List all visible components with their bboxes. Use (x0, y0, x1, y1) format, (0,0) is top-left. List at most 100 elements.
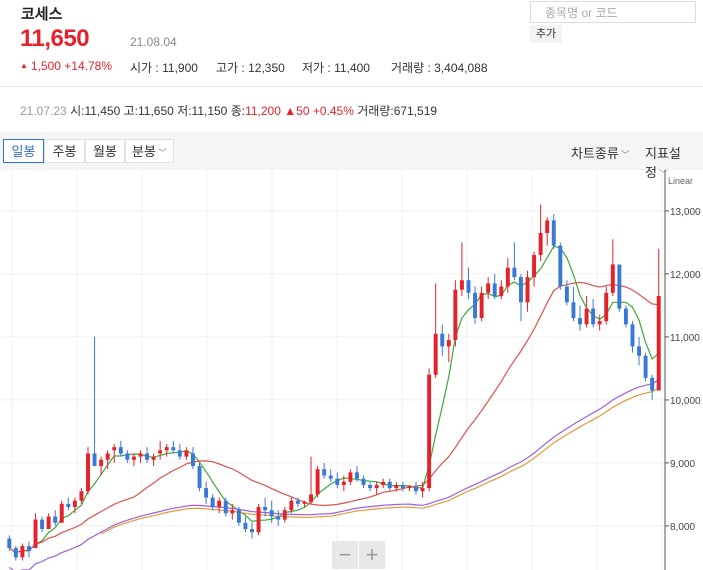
candle-body (630, 324, 635, 347)
candle-body (112, 447, 117, 451)
volume-value: 3,404,088 (434, 61, 488, 75)
candle (427, 368, 432, 492)
candle-body (354, 472, 359, 479)
candle (66, 497, 71, 511)
add-button[interactable]: 추가 (530, 25, 562, 43)
candle-body (492, 283, 497, 296)
candle-body (131, 456, 136, 460)
candle-body (518, 277, 523, 303)
candle-body (26, 546, 31, 552)
chart-type-menu[interactable]: 차트종류 ﹀ (571, 143, 630, 162)
candle-body (564, 286, 569, 303)
candle-body (164, 447, 169, 451)
candle-body (499, 286, 504, 296)
candle-body (7, 538, 12, 548)
stock-name: 코세스 (21, 6, 63, 23)
prev-diff-value: 50 (296, 104, 310, 118)
candle-body (643, 355, 648, 378)
candle-body (145, 453, 150, 460)
ma5-line (8, 245, 660, 554)
candle-body (59, 503, 64, 523)
candle (20, 543, 25, 561)
y-tick-label: 11,000 (670, 333, 700, 344)
tab-monthly[interactable]: 월봉 (85, 139, 125, 163)
tab-daily[interactable]: 일봉 (3, 139, 44, 163)
candle (145, 447, 150, 463)
candle-body (473, 292, 478, 319)
candle-body (420, 488, 425, 492)
prev-open: 11,450 (84, 104, 121, 118)
candle-body (177, 450, 182, 457)
candle-body (204, 488, 209, 498)
candle-body (584, 308, 589, 325)
tab-minute-label: 분봉 (132, 144, 156, 159)
candle-body (394, 484, 399, 489)
candle-body (545, 220, 550, 233)
candle-body (571, 302, 576, 319)
candle (223, 497, 228, 517)
candle-body (197, 466, 202, 489)
candle-body (53, 516, 58, 523)
prev-low: 11,150 (191, 104, 228, 118)
candle (158, 440, 163, 460)
prev-high: 11,650 (138, 104, 174, 118)
price-change-value: 1,500 +14.78% (30, 59, 112, 73)
candle (256, 503, 261, 536)
candle-body (335, 478, 340, 485)
candle (112, 444, 117, 463)
candle-body (250, 529, 254, 533)
candle-body (407, 486, 412, 489)
candle-body (512, 267, 517, 278)
axis-scale-label: Linear (668, 176, 693, 186)
quote-date: 21.08.04 (130, 35, 177, 49)
candle (518, 273, 523, 322)
candle-body (650, 377, 655, 391)
candle-body (236, 510, 241, 523)
candle (394, 481, 399, 492)
candle (407, 484, 412, 492)
low-value: 11,400 (334, 61, 370, 75)
tab-minute[interactable]: 분봉 ﹀ (125, 139, 174, 163)
candle-body (656, 295, 661, 391)
prev-pct: +0.45% (312, 104, 354, 118)
candle (381, 478, 386, 489)
ma120-line (100, 387, 659, 535)
candle-body (263, 507, 268, 511)
candle (131, 453, 136, 467)
zoom-out-button[interactable]: − (332, 541, 358, 569)
candle (309, 456, 314, 504)
candle-body (315, 469, 320, 495)
candlestick-chart[interactable]: Linear 13,000 12,000 11,000 10,000 9,000 8,00… (0, 170, 703, 570)
indicator-settings-menu[interactable]: 지표설정 ﹀ (645, 143, 703, 181)
candle (479, 286, 484, 322)
candle-body (282, 510, 287, 520)
candle (505, 258, 510, 293)
candle-body (40, 519, 45, 530)
candle-body (440, 333, 445, 347)
candle (643, 352, 648, 382)
candle-body (328, 475, 333, 479)
candle-body (33, 519, 38, 548)
prev-close-label: 종 (230, 104, 242, 118)
candle-body (295, 500, 300, 504)
candle (630, 321, 635, 353)
candle (433, 283, 438, 378)
candle (177, 444, 182, 460)
candle (591, 299, 596, 328)
candle (354, 466, 359, 482)
stock-search-input[interactable] (543, 3, 697, 23)
candle (210, 494, 215, 511)
zoom-in-button[interactable]: + (359, 541, 385, 569)
candle (571, 286, 576, 322)
candle (532, 251, 537, 287)
candle (302, 500, 307, 508)
prev-close: 11,200 (245, 104, 281, 118)
candle (584, 295, 589, 328)
candle (197, 462, 202, 492)
candle-body (538, 232, 543, 256)
candle (204, 481, 209, 504)
tab-weekly[interactable]: 주봉 (44, 139, 85, 163)
candle (72, 497, 77, 514)
candle-body (243, 522, 248, 530)
candle (440, 324, 445, 356)
